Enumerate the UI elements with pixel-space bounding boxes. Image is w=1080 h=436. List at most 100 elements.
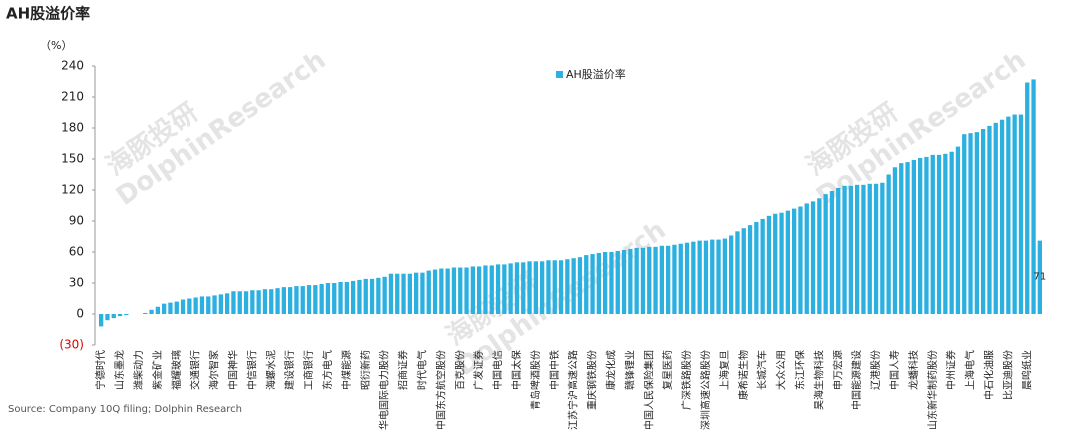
x-tick-label: 福耀玻璃 bbox=[170, 350, 183, 390]
bar bbox=[848, 185, 853, 314]
bar bbox=[124, 314, 129, 316]
bar bbox=[212, 295, 217, 314]
bar bbox=[615, 250, 620, 314]
bar bbox=[521, 262, 526, 314]
bar bbox=[332, 283, 337, 314]
bar bbox=[974, 132, 979, 314]
bar bbox=[684, 242, 690, 314]
bar bbox=[351, 280, 356, 314]
x-tick-label: 中州证券 bbox=[945, 350, 958, 390]
bar bbox=[873, 183, 879, 314]
bar bbox=[275, 288, 280, 314]
bar bbox=[609, 252, 614, 314]
x-tick-label: 中国神华 bbox=[226, 350, 239, 390]
bar bbox=[344, 281, 349, 314]
bar bbox=[470, 266, 475, 314]
bar bbox=[269, 289, 274, 314]
y-tick-label: 180 bbox=[61, 121, 84, 135]
bar bbox=[376, 277, 381, 314]
bar bbox=[231, 291, 236, 314]
bar bbox=[225, 293, 230, 314]
bar bbox=[105, 314, 110, 321]
bar bbox=[149, 309, 154, 314]
bar bbox=[936, 154, 942, 314]
x-tick-label: 华电国际电力股份 bbox=[378, 350, 391, 430]
bar bbox=[836, 187, 841, 314]
bar bbox=[243, 291, 249, 314]
legend-label: AH股溢价率 bbox=[566, 67, 626, 81]
bar bbox=[716, 239, 721, 314]
bar bbox=[313, 285, 318, 314]
bar bbox=[829, 191, 835, 314]
bar bbox=[357, 279, 362, 314]
x-tick-label: 康龙化成 bbox=[604, 350, 617, 390]
bar bbox=[250, 290, 255, 314]
bar bbox=[306, 285, 312, 314]
bar bbox=[558, 260, 564, 314]
bar bbox=[502, 264, 507, 314]
bar bbox=[703, 240, 709, 314]
x-tick-label: 昭衍新药 bbox=[359, 350, 372, 390]
bar bbox=[603, 252, 608, 314]
y-tick-label: 240 bbox=[61, 59, 84, 73]
bar bbox=[414, 272, 419, 314]
x-tick-label: 广深铁路股份 bbox=[680, 350, 693, 410]
chart-title: AH股溢价率 bbox=[6, 5, 90, 23]
bar bbox=[779, 212, 784, 314]
x-tick-label: 中国人寿 bbox=[888, 350, 901, 390]
x-tick-label: 东方电气 bbox=[321, 350, 334, 390]
bar bbox=[218, 294, 223, 314]
bar bbox=[596, 253, 601, 314]
x-tick-label: 青岛啤酒股份 bbox=[529, 350, 542, 410]
bar bbox=[483, 265, 488, 314]
bar bbox=[262, 289, 268, 314]
bar bbox=[666, 245, 671, 314]
bar bbox=[489, 265, 494, 314]
bar bbox=[281, 287, 286, 314]
y-tick-label: 120 bbox=[61, 183, 84, 197]
source: Source: Company 10Q filing; Dolphin Rese… bbox=[8, 404, 242, 415]
x-tick-label: 潍柴动力 bbox=[132, 350, 145, 390]
bar bbox=[678, 243, 683, 314]
x-tick-label: 中石化油服 bbox=[982, 350, 995, 400]
bar bbox=[766, 215, 772, 314]
bar bbox=[760, 218, 765, 314]
bar bbox=[911, 160, 916, 314]
bar bbox=[722, 238, 727, 314]
bar bbox=[672, 244, 677, 314]
bar bbox=[943, 153, 948, 314]
bar bbox=[817, 198, 822, 314]
bar bbox=[899, 163, 904, 314]
bar bbox=[842, 185, 847, 314]
bar bbox=[319, 284, 324, 314]
bar bbox=[162, 303, 167, 314]
x-tick-label: 中国人民保险集团 bbox=[642, 350, 655, 430]
bar bbox=[432, 269, 438, 314]
bar bbox=[735, 231, 740, 314]
bar bbox=[653, 246, 658, 314]
bar bbox=[962, 134, 967, 314]
bar bbox=[1025, 82, 1030, 315]
bar bbox=[905, 162, 910, 314]
bar bbox=[1006, 116, 1011, 314]
bar bbox=[918, 157, 923, 314]
x-tick-label: 招商证券 bbox=[397, 350, 410, 390]
x-tick-label: 山东墨龙 bbox=[113, 350, 126, 390]
y-tick-label: 210 bbox=[61, 90, 84, 104]
x-tick-label: 山东新华制药股份 bbox=[926, 350, 939, 430]
x-tick-label: 百克股份 bbox=[454, 350, 466, 390]
x-tick-label: 长城汽车 bbox=[756, 350, 769, 390]
bar bbox=[300, 286, 305, 314]
bar bbox=[464, 267, 469, 314]
bar bbox=[565, 259, 570, 314]
bar bbox=[540, 261, 545, 314]
bar bbox=[495, 264, 501, 314]
bar bbox=[621, 249, 627, 314]
x-tick-label: 中国太保 bbox=[510, 350, 523, 390]
bar bbox=[590, 254, 595, 314]
bar bbox=[999, 119, 1005, 314]
x-tick-label: 中国中铁 bbox=[548, 350, 561, 390]
bar bbox=[792, 208, 797, 314]
bar bbox=[628, 248, 633, 314]
